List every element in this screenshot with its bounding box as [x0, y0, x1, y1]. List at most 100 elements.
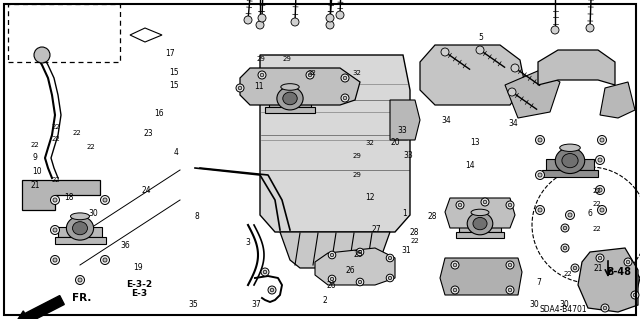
Ellipse shape: [281, 84, 299, 90]
Circle shape: [626, 260, 630, 264]
Circle shape: [100, 196, 109, 204]
Text: SDA4-B4701: SDA4-B4701: [540, 306, 588, 315]
Circle shape: [343, 96, 347, 100]
Polygon shape: [390, 100, 420, 140]
Text: 37: 37: [251, 300, 261, 309]
Circle shape: [538, 138, 542, 142]
Circle shape: [51, 226, 60, 234]
Circle shape: [601, 304, 609, 312]
Circle shape: [481, 198, 489, 206]
Circle shape: [586, 24, 594, 32]
Circle shape: [483, 200, 487, 204]
Text: 22: 22: [592, 226, 601, 232]
Circle shape: [451, 261, 459, 269]
Text: 22: 22: [52, 177, 61, 183]
Circle shape: [308, 73, 312, 77]
Circle shape: [53, 228, 57, 232]
Text: E-3: E-3: [131, 289, 148, 298]
Text: 1: 1: [402, 209, 407, 218]
Text: 6: 6: [588, 209, 593, 218]
Circle shape: [256, 21, 264, 29]
Circle shape: [506, 261, 514, 269]
Ellipse shape: [471, 209, 489, 216]
Ellipse shape: [473, 218, 487, 230]
Text: 30: 30: [559, 300, 570, 309]
Text: 22: 22: [52, 136, 61, 142]
Text: 36: 36: [120, 241, 130, 250]
Text: 15: 15: [169, 68, 179, 77]
Polygon shape: [260, 55, 410, 232]
Circle shape: [568, 213, 572, 217]
Text: 13: 13: [470, 138, 480, 147]
Circle shape: [330, 253, 333, 257]
Circle shape: [341, 74, 349, 82]
Text: 19: 19: [132, 263, 143, 272]
Circle shape: [571, 264, 579, 272]
Polygon shape: [280, 232, 390, 268]
Circle shape: [238, 86, 242, 90]
Text: 22: 22: [72, 130, 81, 136]
Text: 29: 29: [353, 153, 362, 159]
Circle shape: [51, 196, 60, 204]
Text: 32: 32: [308, 70, 317, 76]
Text: 22: 22: [31, 142, 40, 148]
Text: 30: 30: [88, 209, 98, 218]
Ellipse shape: [70, 213, 90, 220]
Circle shape: [386, 274, 394, 282]
Circle shape: [596, 254, 604, 262]
Text: 15: 15: [169, 81, 179, 90]
Circle shape: [598, 256, 602, 260]
Circle shape: [356, 278, 364, 286]
Text: 12: 12: [365, 193, 374, 202]
Polygon shape: [440, 258, 522, 295]
Text: 5: 5: [479, 33, 484, 42]
Text: 8: 8: [195, 212, 200, 221]
Circle shape: [453, 263, 457, 267]
Text: B-48: B-48: [606, 267, 631, 277]
Ellipse shape: [72, 222, 88, 235]
Circle shape: [103, 198, 107, 202]
Text: 9: 9: [33, 153, 38, 162]
Text: 22: 22: [564, 271, 573, 277]
Bar: [58, 227, 102, 237]
Ellipse shape: [67, 216, 93, 240]
Bar: [54, 237, 106, 243]
Circle shape: [595, 186, 605, 195]
Text: 27: 27: [371, 225, 381, 234]
Text: 23: 23: [143, 129, 154, 138]
Bar: [546, 159, 594, 170]
Circle shape: [76, 276, 84, 285]
Circle shape: [51, 256, 60, 264]
Circle shape: [326, 14, 334, 22]
Bar: [269, 97, 311, 107]
Circle shape: [458, 203, 462, 207]
Text: 18: 18: [65, 193, 74, 202]
Circle shape: [453, 288, 457, 292]
Circle shape: [263, 270, 267, 274]
Circle shape: [78, 278, 82, 282]
Circle shape: [100, 256, 109, 264]
Circle shape: [536, 205, 545, 214]
Circle shape: [388, 276, 392, 280]
Text: E-3-2: E-3-2: [127, 280, 152, 289]
Circle shape: [551, 26, 559, 34]
Text: 34: 34: [442, 116, 452, 125]
Bar: [543, 170, 598, 177]
Bar: [266, 107, 315, 113]
Bar: [456, 232, 504, 238]
Circle shape: [306, 71, 314, 79]
Text: 21: 21: [31, 181, 40, 189]
Circle shape: [386, 254, 394, 262]
Ellipse shape: [556, 148, 585, 174]
Polygon shape: [130, 28, 162, 42]
Circle shape: [624, 258, 632, 266]
Circle shape: [258, 14, 266, 22]
Circle shape: [268, 286, 276, 294]
Circle shape: [573, 266, 577, 270]
Text: 28: 28: [428, 212, 436, 221]
Circle shape: [441, 48, 449, 56]
Text: 34: 34: [508, 119, 518, 128]
Text: 31: 31: [401, 246, 412, 255]
Circle shape: [631, 291, 639, 299]
Text: 21: 21: [594, 264, 603, 273]
